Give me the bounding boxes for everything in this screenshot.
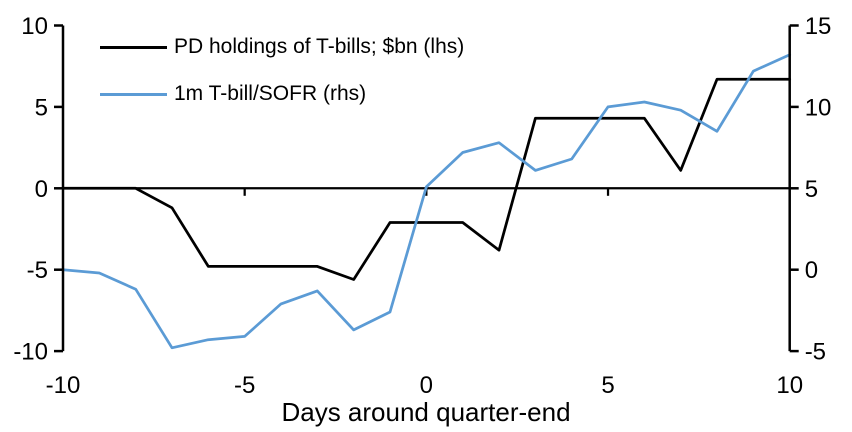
- x-tick-label: 0: [420, 372, 433, 399]
- right-y-tick-label: 10: [805, 94, 832, 121]
- legend-line-swatch-black: [100, 45, 167, 49]
- x-axis-title: Days around quarter-end: [281, 397, 570, 427]
- x-tick-label: 5: [601, 372, 614, 399]
- right-y-tick-label: 15: [805, 13, 832, 40]
- right-y-tick-label: 0: [805, 257, 818, 284]
- left-y-tick-label: -10: [13, 339, 48, 366]
- series-line-0: [61, 77, 792, 281]
- legend-item-pd-holdings: PD holdings of T-bills; $bn (lhs): [100, 35, 464, 59]
- data-series: [61, 53, 792, 350]
- x-tick-label: -10: [46, 372, 81, 399]
- x-tick-label: -5: [234, 372, 255, 399]
- legend-item-tbill-sofr: 1m T-bill/SOFR (rhs): [100, 82, 366, 106]
- right-y-tick-label: -5: [805, 339, 826, 366]
- x-tick-label: 10: [776, 372, 803, 399]
- right-y-tick-label: 5: [805, 176, 818, 203]
- left-y-tick-label: -5: [27, 257, 48, 284]
- left-y-tick-label: 10: [21, 13, 48, 40]
- axes: [54, 24, 799, 353]
- legend-label: PD holdings of T-bills; $bn (lhs): [174, 35, 465, 58]
- left-y-tick-label: 5: [35, 94, 48, 121]
- left-y-tick-label: 0: [35, 176, 48, 203]
- legend-line-swatch-blue: [100, 92, 167, 96]
- legend-label: 1m T-bill/SOFR (rhs): [174, 82, 367, 105]
- series-line-1: [61, 53, 792, 350]
- axis-tick-labels: 10 5 0 -5 -10 15 10 5 0 -5 -10 -5 0 5 10: [13, 13, 831, 399]
